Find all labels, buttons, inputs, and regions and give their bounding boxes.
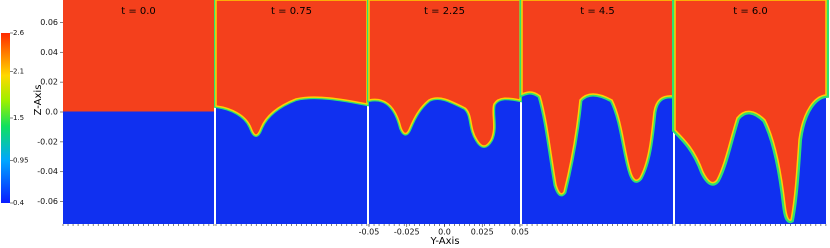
z-tick-label: 0.06 bbox=[40, 18, 58, 27]
colorbar-tick-label: 2.1 bbox=[13, 68, 24, 76]
panel-title: t = 2.25 bbox=[424, 6, 465, 17]
panel-title: t = 0.0 bbox=[121, 6, 156, 17]
panel bbox=[367, 0, 522, 224]
colorbar-tick-label: 0.95 bbox=[13, 157, 29, 165]
z-tick-label: -0.04 bbox=[37, 167, 58, 176]
panel-title: t = 4.5 bbox=[580, 6, 615, 17]
panel-title: t = 0.75 bbox=[271, 6, 312, 17]
z-tick-label: 0.04 bbox=[40, 48, 58, 57]
z-tick-label: -0.06 bbox=[37, 197, 58, 206]
y-tick-label: 0.05 bbox=[511, 228, 529, 237]
panel bbox=[672, 0, 829, 224]
y-tick-label: 0.025 bbox=[471, 228, 494, 237]
colorbar-tick-label: 2.6 bbox=[13, 29, 25, 37]
y-tick-label: -0.025 bbox=[394, 228, 420, 237]
y-axis-label: Y-Axis bbox=[429, 236, 459, 247]
y-tick-label: 0.0 bbox=[438, 228, 451, 237]
panel-title: t = 6.0 bbox=[733, 6, 768, 17]
panel bbox=[214, 0, 369, 224]
z-tick-label: -0.02 bbox=[37, 137, 58, 146]
z-tick-label: 0.02 bbox=[40, 78, 58, 87]
colorbar-tick-label: 0.4 bbox=[13, 199, 25, 207]
panel bbox=[519, 0, 676, 224]
y-tick-label: -0.05 bbox=[359, 228, 380, 237]
colorbar bbox=[1, 33, 10, 203]
z-axis-label: Z-Axis bbox=[33, 85, 44, 116]
z-tick-label: 0.0 bbox=[45, 108, 58, 117]
panel bbox=[63, 0, 214, 224]
colorbar-tick-label: 1.5 bbox=[13, 114, 24, 122]
